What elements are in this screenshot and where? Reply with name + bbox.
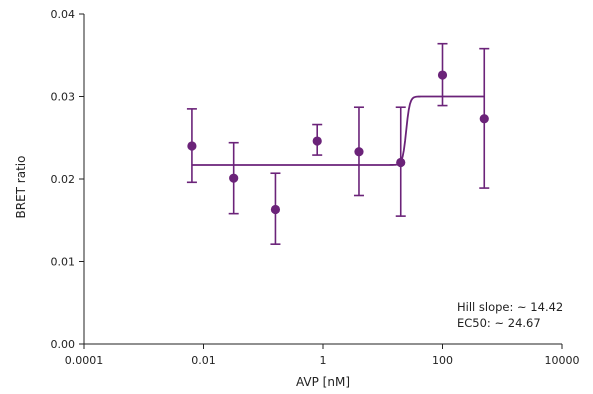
y-tick-label: 0.02 bbox=[51, 173, 76, 186]
x-axis-title: AVP [nM] bbox=[296, 375, 350, 389]
axes bbox=[83, 14, 562, 345]
x-ticks: 0.0001 0.01 1 100 10000 bbox=[65, 344, 580, 367]
data-point-group bbox=[312, 123, 323, 156]
fit-curve bbox=[191, 95, 485, 166]
ec50-annotation: EC50: ~ 24.67 bbox=[457, 316, 541, 330]
data-point-group bbox=[479, 47, 490, 189]
y-tick-label: 0.01 bbox=[51, 256, 76, 269]
y-ticks: 0.00 0.01 0.02 0.03 0.04 bbox=[51, 8, 84, 351]
data-point-group bbox=[353, 106, 364, 197]
fit-layer bbox=[191, 95, 485, 166]
y-tick-label: 0.04 bbox=[51, 8, 76, 21]
x-tick-label: 0.0001 bbox=[65, 354, 104, 367]
points-layer bbox=[186, 42, 490, 245]
x-tick-label: 0.01 bbox=[191, 354, 216, 367]
data-point-group bbox=[270, 172, 281, 245]
y-axis-title: BRET ratio bbox=[14, 156, 28, 219]
data-point-group bbox=[186, 108, 197, 184]
y-tick-label: 0.03 bbox=[51, 91, 76, 104]
data-point bbox=[396, 157, 406, 168]
data-point bbox=[312, 136, 322, 146]
data-point-group bbox=[228, 141, 239, 215]
data-point bbox=[354, 147, 364, 157]
data-point bbox=[437, 70, 448, 80]
data-point bbox=[187, 141, 197, 151]
data-point bbox=[270, 204, 281, 215]
data-point-group bbox=[437, 42, 448, 107]
x-tick-label: 100 bbox=[432, 354, 453, 367]
data-point bbox=[479, 114, 489, 124]
data-point bbox=[229, 173, 239, 183]
data-point-group bbox=[395, 106, 406, 217]
y-tick-label: 0.00 bbox=[51, 338, 76, 351]
hill-slope-annotation: Hill slope: ~ 14.42 bbox=[457, 300, 563, 314]
x-tick-label: 10000 bbox=[545, 354, 580, 367]
x-tick-label: 1 bbox=[320, 354, 327, 367]
